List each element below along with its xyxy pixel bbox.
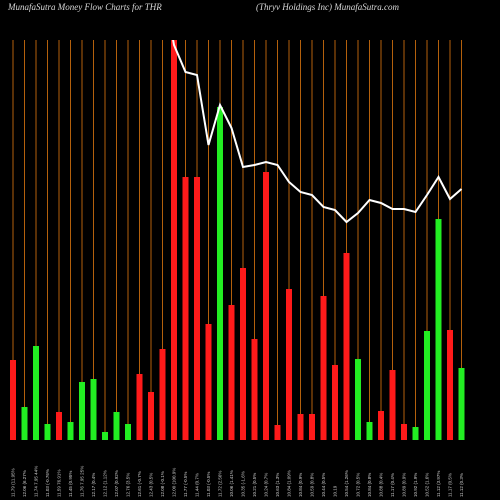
bar: [33, 346, 39, 440]
bar: [355, 359, 361, 440]
bar: [136, 374, 143, 440]
x-tick-label: 11.45 (0.95%: [68, 471, 73, 497]
bar: [217, 107, 223, 440]
bars: [10, 40, 465, 440]
bar: [148, 392, 154, 440]
bar: [228, 305, 235, 440]
x-tick-label: 12.12 (1.12%: [103, 470, 108, 497]
bar: [458, 368, 465, 440]
x-tick-label: 11.76 7.95 25%: [80, 466, 85, 497]
bar: [378, 411, 384, 440]
x-tick-label: 12.43 (0.5%: [149, 473, 154, 497]
x-tick-label: 11.72 (2.56%: [218, 471, 223, 497]
x-tick-label: 11.17 (0.4%: [390, 473, 395, 497]
bar: [297, 414, 304, 440]
x-tick-label: 10.35 (-1.6%: [241, 471, 246, 497]
bar: [182, 177, 189, 440]
x-tick-label: 10.72 (0.5%: [356, 473, 361, 497]
bar: [159, 349, 166, 440]
x-tick-label: 10.54 (1.26%: [344, 470, 349, 497]
bar: [309, 414, 315, 440]
bar: [320, 296, 327, 440]
x-tick-label: 10.84 (1.09%: [287, 470, 292, 497]
x-tick-label: 10.63 (1.3%: [275, 473, 280, 497]
bar: [332, 365, 338, 440]
bar: [90, 379, 97, 440]
bar: [263, 172, 269, 440]
bar: [44, 424, 51, 440]
chart-title: MunafaSutra Money Flow Charts for THR: [7, 2, 162, 12]
bar: [412, 427, 419, 440]
bar: [102, 432, 108, 440]
bar: [194, 177, 200, 440]
bar: [56, 412, 62, 440]
x-tick-label: 10.84 (0.9%: [298, 473, 303, 497]
flow-line: [172, 40, 463, 224]
bar: [171, 40, 177, 440]
bar: [389, 370, 396, 440]
bar: [113, 412, 120, 440]
x-tick-label: 11.79 (11.95%: [11, 468, 16, 497]
x-tick-label: 12.61 (-0.7%: [137, 471, 142, 497]
line-layer: [172, 40, 463, 224]
bar: [366, 422, 373, 440]
x-tick-label: 10.89 (0.9%: [402, 473, 407, 497]
bar: [274, 425, 281, 440]
bar: [401, 424, 407, 440]
x-tick-label: 11.12 (3.97%: [436, 471, 441, 497]
bar: [435, 219, 442, 440]
x-tick-label: 10.44 (0.5%: [321, 473, 326, 497]
x-tick-label: 11.12 (0.3%: [459, 473, 464, 497]
bar: [286, 289, 292, 440]
x-tick-label: 11.17 (0.5%: [448, 473, 453, 497]
x-tick-label: 12.06 (6.27%: [22, 470, 27, 497]
bar: [205, 324, 212, 440]
x-tick-label: 10.19: [333, 485, 338, 497]
bar: [240, 268, 246, 440]
x-labels: 11.79 (11.95% 12.06 (6.27% 11.74 7.95 44% 1…: [11, 466, 465, 497]
x-tick-label: 10.24 (0.7%: [264, 473, 269, 497]
bar: [10, 360, 16, 440]
x-tick-label: 10.92 (1.9%: [413, 473, 418, 497]
x-tick-label: 12.00 (100.9%: [172, 468, 177, 497]
bar: [447, 330, 453, 440]
x-tick-label: 10.52 (1.6%: [425, 473, 430, 497]
x-tick-label: 12.17 (0.4%: [91, 473, 96, 497]
x-tick-label: 12.76 (3.5%: [126, 473, 131, 497]
bar: [343, 253, 350, 440]
x-tick-label: 12.08 (-0.1%: [160, 471, 165, 497]
x-tick-label: 11.03 (-0.76%: [45, 469, 50, 497]
x-tick-label: 11.59 76.91%: [57, 470, 62, 497]
bar: [125, 424, 131, 440]
x-tick-label: 11.74 7.95 44%: [34, 466, 39, 497]
bar: [67, 422, 74, 440]
bar: [251, 339, 258, 440]
x-tick-label: 10.21 (0.5%: [252, 473, 257, 497]
bar: [79, 382, 85, 440]
bar: [424, 331, 430, 440]
x-tick-label: 10.06 (1.41%: [229, 470, 234, 497]
x-tick-label: 11.44 (0.7%: [195, 473, 200, 497]
x-tick-label: 10.59 (0.8%: [310, 473, 315, 497]
x-tick-label: 10.88 (0.4%: [379, 473, 384, 497]
chart-subtitle: (Thryv Holdings Inc) MunafaSutra.com: [256, 2, 399, 12]
bar: [21, 407, 28, 440]
x-tick-label: 11.03 (-0.5%: [206, 472, 211, 497]
x-tick-label: 12.07 (0.92%: [114, 470, 119, 497]
x-tick-label: 11.77 (-0.5%: [183, 472, 188, 497]
x-tick-label: 10.84 (0.8%: [367, 473, 372, 497]
